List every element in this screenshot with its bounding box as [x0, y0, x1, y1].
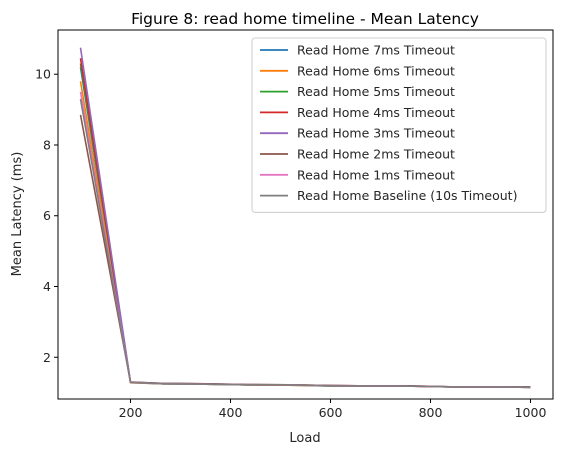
x-tick-label: 400: [219, 405, 243, 420]
legend-label: Read Home Baseline (10s Timeout): [297, 188, 517, 203]
legend-label: Read Home 4ms Timeout: [297, 105, 455, 120]
legend: Read Home 7ms Timeout Read Home 6ms Timeo…: [251, 37, 547, 213]
legend-label: Read Home 3ms Timeout: [297, 126, 455, 141]
legend-label: Read Home 1ms Timeout: [297, 167, 455, 182]
x-tick-label: 200: [119, 405, 143, 420]
y-axis-label: Mean Latency (ms): [10, 152, 25, 277]
y-tick-label: 2: [43, 350, 51, 365]
x-tick-label: 600: [319, 405, 343, 420]
x-axis-ticks: 200 400 600 800 1000: [119, 399, 547, 420]
y-tick-label: 6: [43, 208, 51, 223]
y-tick-label: 10: [35, 67, 51, 82]
y-tick-label: 4: [43, 279, 51, 294]
y-axis-ticks: 2 4 6 8 10: [35, 67, 58, 365]
legend-label: Read Home 2ms Timeout: [297, 147, 455, 162]
x-tick-label: 800: [419, 405, 443, 420]
series-line-8: [79, 98, 531, 389]
chart-title: Figure 8: read home timeline - Mean Late…: [131, 10, 479, 28]
legend-box: [251, 37, 547, 213]
legend-label: Read Home 7ms Timeout: [297, 43, 455, 58]
legend-label: Read Home 5ms Timeout: [297, 84, 455, 99]
y-tick-label: 8: [43, 137, 51, 152]
plot-frame: [57, 29, 554, 400]
legend-label: Read Home 6ms Timeout: [297, 63, 455, 78]
x-tick-label: 1000: [515, 405, 547, 420]
x-axis-label: Load: [289, 431, 320, 446]
plot-lines: [79, 47, 531, 389]
